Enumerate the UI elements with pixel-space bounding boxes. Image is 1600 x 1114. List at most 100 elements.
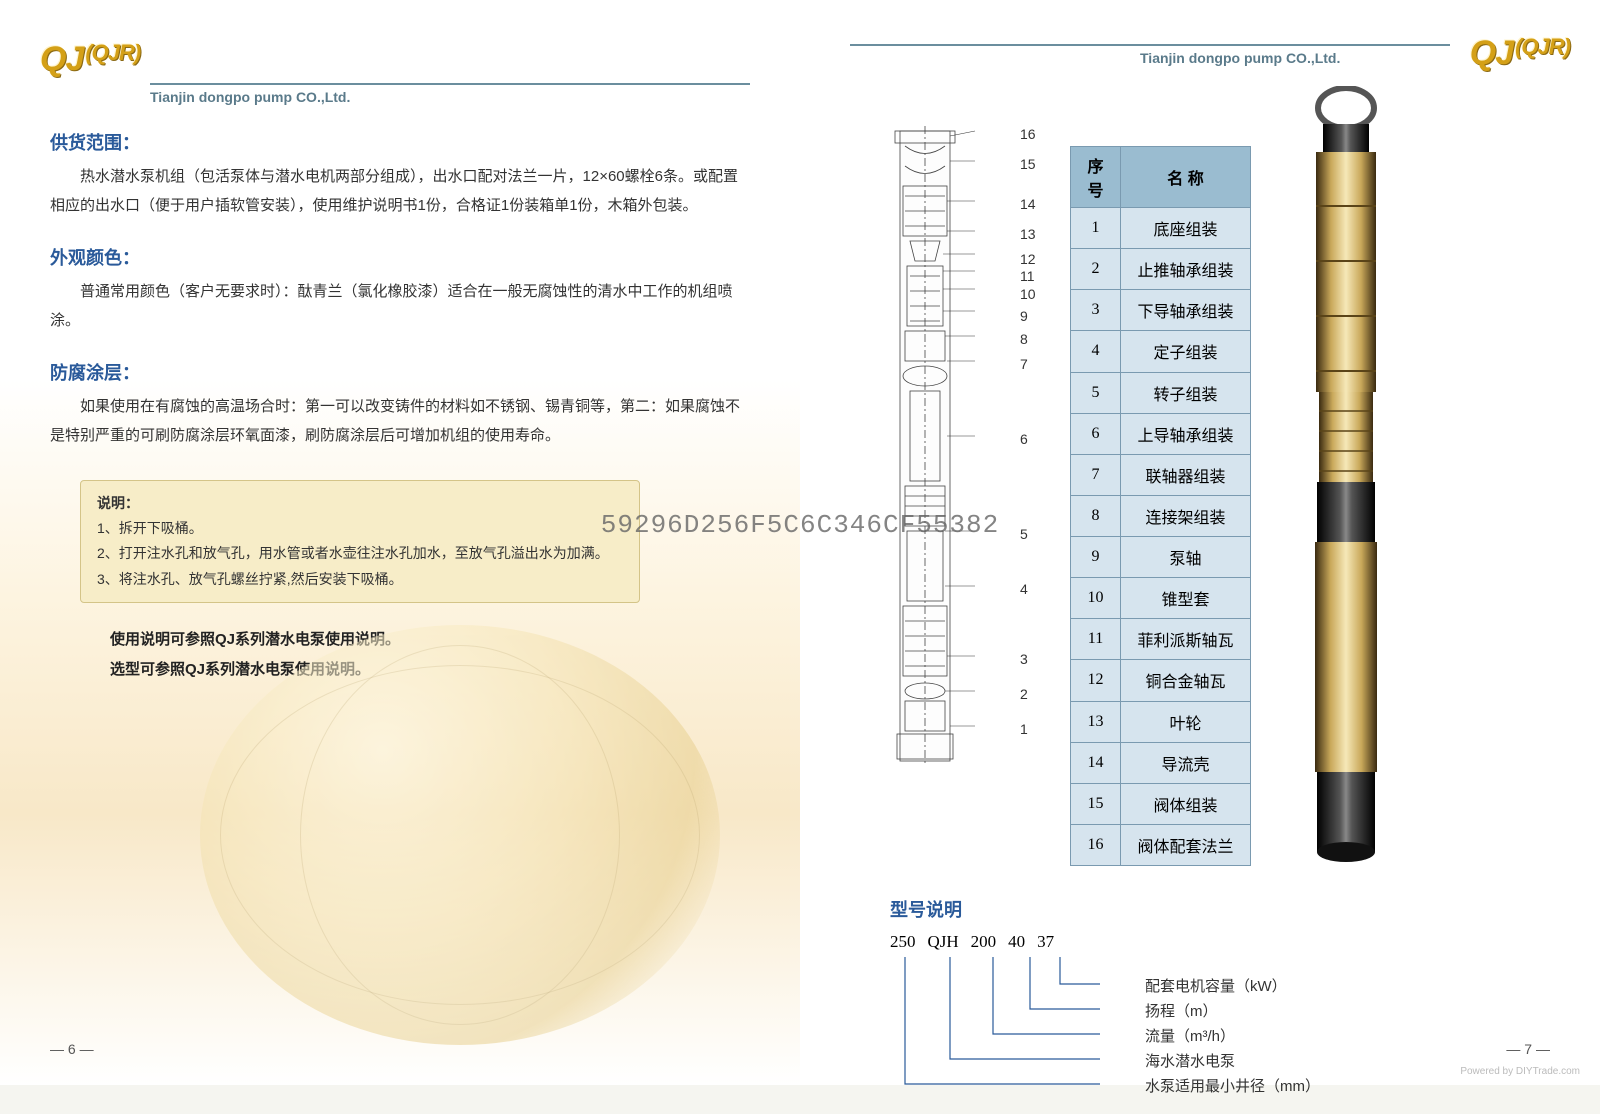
- table-row: 16阀体配套法兰: [1071, 824, 1251, 865]
- table-header-row: 序号 名 称: [1071, 147, 1251, 208]
- table-row: 5转子组装: [1071, 372, 1251, 413]
- section-title: 供货范围：: [50, 129, 750, 155]
- section-body: 热水潜水泵机组（包活泵体与潜水电机两部分组成），出水口配对法兰一片，12×60螺…: [50, 163, 750, 220]
- logo-right: QJ(QJR): [1470, 34, 1570, 73]
- diagram-callout-number: 9: [1020, 308, 1028, 324]
- table-cell: 叶轮: [1121, 701, 1251, 742]
- table-row: 1底座组装: [1071, 208, 1251, 249]
- model-title: 型号说明: [890, 896, 1550, 922]
- pump-photo-svg: [1281, 86, 1411, 866]
- page-number-right: — 7 —: [1506, 1041, 1550, 1057]
- model-part: 40: [1008, 932, 1025, 952]
- company-line-left: Tianjin dongpo pump CO.,Ltd.: [150, 83, 750, 105]
- note-line: 2、打开注水孔和放气孔，用水管或者水壶往注水孔加水，至放气孔溢出水为加满。: [97, 541, 623, 566]
- diagram-callout-number: 7: [1020, 356, 1028, 372]
- table-cell: 导流壳: [1121, 742, 1251, 783]
- table-cell: 5: [1071, 372, 1121, 413]
- diagram-callout-number: 5: [1020, 526, 1028, 542]
- table-row: 3下导轴承组装: [1071, 290, 1251, 331]
- diagram-callout-number: 1: [1020, 721, 1028, 737]
- diagram-callout-number: 15: [1020, 156, 1036, 172]
- table-cell: 14: [1071, 742, 1121, 783]
- table-cell: 下导轴承组装: [1121, 290, 1251, 331]
- table-row: 12铜合金轴瓦: [1071, 660, 1251, 701]
- table-cell: 上导轴承组装: [1121, 413, 1251, 454]
- logo-left: QJ(QJR): [40, 40, 140, 79]
- pump-cross-section-diagram: [850, 126, 1000, 766]
- table-row: 4定子组装: [1071, 331, 1251, 372]
- diagram-callout-number: 3: [1020, 651, 1028, 667]
- table-row: 10锥型套: [1071, 578, 1251, 619]
- note-line: 3、将注水孔、放气孔螺丝拧紧,然后安装下吸桶。: [97, 567, 623, 592]
- parts-table: 序号 名 称 1底座组装2止推轴承组装3下导轴承组装4定子组装5转子组装6上导轴…: [1070, 146, 1251, 866]
- table-cell: 6: [1071, 413, 1121, 454]
- section-supply: 供货范围： 热水潜水泵机组（包活泵体与潜水电机两部分组成），出水口配对法兰一片，…: [50, 129, 750, 220]
- note-title: 说明：: [97, 491, 623, 516]
- table-row: 6上导轴承组装: [1071, 413, 1251, 454]
- table-cell: 9: [1071, 537, 1121, 578]
- model-diagram: 250 QJH 200 40 37 配套电机容量（kW） 扬: [890, 932, 1550, 1112]
- table-cell: 8: [1071, 495, 1121, 536]
- table-cell: 铜合金轴瓦: [1121, 660, 1251, 701]
- page-right: Tianjin dongpo pump CO.,Ltd. QJ(QJR): [800, 0, 1600, 1085]
- model-part: 250: [890, 932, 916, 952]
- table-cell: 4: [1071, 331, 1121, 372]
- table-cell: 3: [1071, 290, 1121, 331]
- model-part: QJH: [928, 932, 959, 952]
- table-cell: 转子组装: [1121, 372, 1251, 413]
- diagram-callout-number: 2: [1020, 686, 1028, 702]
- pump-product-photo: [1281, 86, 1411, 866]
- table-cell: 16: [1071, 824, 1121, 865]
- table-row: 8连接架组装: [1071, 495, 1251, 536]
- powered-by: Powered by DIYTrade.com: [1460, 1066, 1580, 1077]
- diagram-callout-number: 14: [1020, 196, 1036, 212]
- page-number-left: — 6 —: [50, 1041, 94, 1057]
- logo-main: QJ: [40, 40, 83, 78]
- logo-main: QJ: [1470, 34, 1513, 72]
- usage-reference: 使用说明可参照QJ系列潜水电泵使用说明。 选型可参照QJ系列潜水电泵使用说明。: [110, 625, 750, 685]
- section-body: 普通常用颜色（客户无要求时）：酞青兰（氯化橡胶漆）适合在一般无腐蚀性的清水中工作…: [50, 278, 750, 335]
- model-desc: 海水潜水电泵: [1145, 1050, 1235, 1071]
- table-cell: 定子组装: [1121, 331, 1251, 372]
- logo-sub: (QJR): [1515, 34, 1570, 59]
- table-row: 9泵轴: [1071, 537, 1251, 578]
- diagram-callout-number: 8: [1020, 331, 1028, 347]
- table-cell: 12: [1071, 660, 1121, 701]
- section-coating: 防腐涂层： 如果使用在有腐蚀的高温场合时：第一可以改变铸件的材料如不锈钢、锡青铜…: [50, 359, 750, 450]
- model-code-parts: 250 QJH 200 40 37: [890, 932, 1550, 952]
- diagram-callout-number: 16: [1020, 126, 1036, 142]
- section-body: 如果使用在有腐蚀的高温场合时：第一可以改变铸件的材料如不锈钢、锡青铜等，第二：如…: [50, 393, 750, 450]
- table-cell: 底座组装: [1121, 208, 1251, 249]
- table-row: 11菲利派斯轴瓦: [1071, 619, 1251, 660]
- section-color: 外观颜色： 普通常用颜色（客户无要求时）：酞青兰（氯化橡胶漆）适合在一般无腐蚀性…: [50, 244, 750, 335]
- note-line: 1、拆开下吸桶。: [97, 516, 623, 541]
- diagram-svg: [850, 126, 1000, 766]
- model-explanation: 型号说明 250 QJH 200 40 37: [890, 896, 1550, 1112]
- company-line-right: Tianjin dongpo pump CO.,Ltd.: [850, 44, 1450, 66]
- table-cell: 15: [1071, 783, 1121, 824]
- table-row: 14导流壳: [1071, 742, 1251, 783]
- table-cell: 菲利派斯轴瓦: [1121, 619, 1251, 660]
- diagram-callout-number: 4: [1020, 581, 1028, 597]
- table-row: 2止推轴承组装: [1071, 249, 1251, 290]
- table-cell: 锥型套: [1121, 578, 1251, 619]
- diagram-callout-number: 11: [1020, 268, 1035, 284]
- col-name: 名 称: [1121, 147, 1251, 208]
- table-row: 15阀体组装: [1071, 783, 1251, 824]
- header-left: QJ(QJR) Tianjin dongpo pump CO.,Ltd.: [50, 40, 750, 105]
- model-part: 37: [1037, 932, 1054, 952]
- diagram-callout-number: 10: [1020, 286, 1036, 302]
- diagram-label-column: 16151413121110987654321: [1020, 126, 1050, 766]
- table-cell: 阀体配套法兰: [1121, 824, 1251, 865]
- table-cell: 2: [1071, 249, 1121, 290]
- right-content: 16151413121110987654321 序号 名 称 1底座组装2止推轴…: [850, 126, 1550, 866]
- globe-decoration: [200, 625, 720, 1045]
- table-row: 13叶轮: [1071, 701, 1251, 742]
- table-cell: 7: [1071, 454, 1121, 495]
- model-part: 200: [971, 932, 997, 952]
- table-cell: 10: [1071, 578, 1121, 619]
- table-cell: 阀体组装: [1121, 783, 1251, 824]
- usage-line: 使用说明可参照QJ系列潜水电泵使用说明。: [110, 625, 750, 655]
- table-cell: 泵轴: [1121, 537, 1251, 578]
- table-cell: 止推轴承组装: [1121, 249, 1251, 290]
